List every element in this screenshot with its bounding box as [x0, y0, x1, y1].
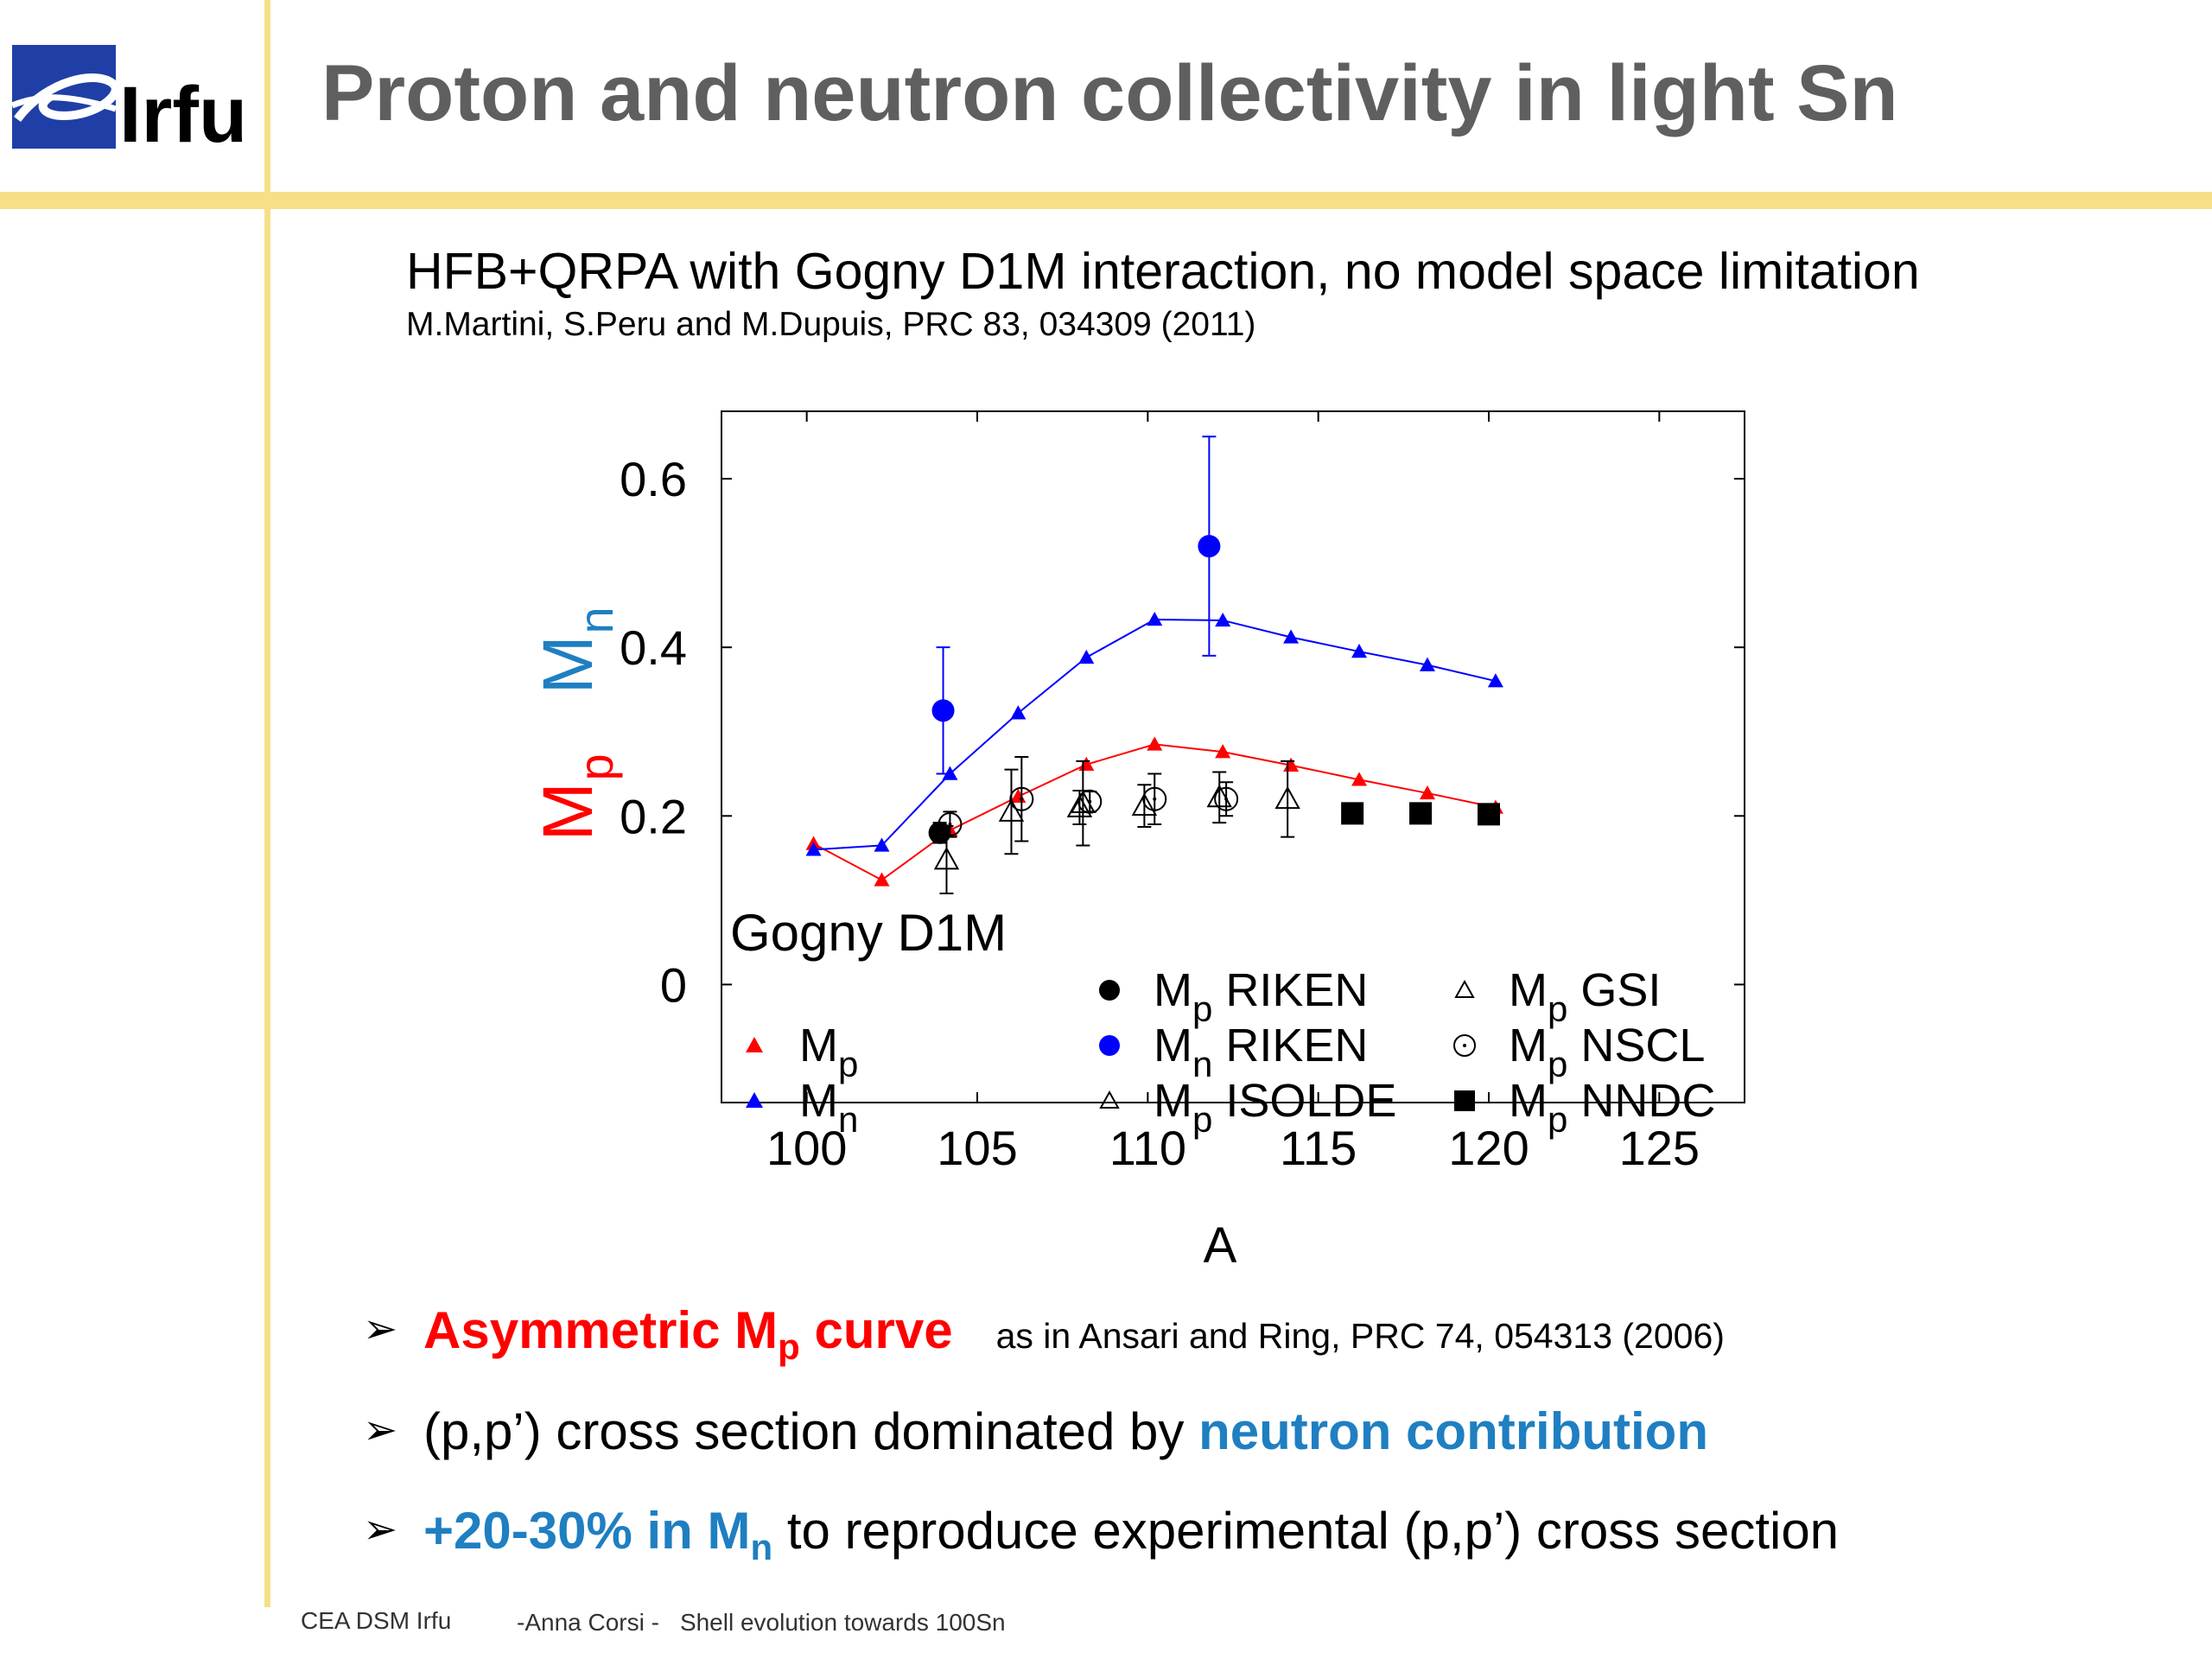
page-title: Proton and neutron collectivity in light…: [321, 49, 1898, 137]
theory-point-0: [1419, 785, 1435, 800]
logo-text: Irfu: [119, 71, 247, 152]
y-axis-label-subscript: n: [569, 607, 623, 633]
plot-frame: [721, 410, 1745, 1103]
legend-symbol: [1099, 980, 1120, 1001]
data-point-5: [1066, 794, 1093, 817]
theory-point-1: [1010, 705, 1027, 720]
x-tick-label: 115: [1280, 1121, 1357, 1175]
theory-point-1: [874, 837, 890, 852]
footer-talk-title: Shell evolution towards 100Sn: [679, 1609, 1006, 1636]
theory-point-1: [1283, 629, 1300, 644]
data-point-3: [1198, 535, 1221, 558]
bullet-emphasis: Asymmetric M: [423, 1301, 779, 1359]
bullet-subscript: p: [778, 1326, 800, 1367]
bullet-arrow-icon: ➢: [363, 1507, 398, 1553]
legend-label: Mp ISOLDE: [1154, 1075, 1396, 1140]
x-tick-label: 100: [766, 1121, 847, 1175]
irfu-logo: Irfu: [12, 45, 247, 152]
legend-label: Mp: [799, 1020, 858, 1084]
theory-point-1: [1078, 649, 1095, 664]
bullet-text: (p,p’) cross section dominated by: [423, 1402, 1199, 1460]
bullet-subscript: n: [750, 1527, 773, 1567]
data-point-3: [931, 699, 955, 722]
theory-point-1: [805, 842, 822, 856]
data-point-2: [928, 821, 951, 844]
y-tick-label: 0: [660, 957, 687, 1012]
bullet-arrow-icon: ➢: [363, 1306, 398, 1352]
legend-label: Mp GSI: [1509, 964, 1661, 1029]
data-point-6: [1009, 786, 1034, 811]
legend-symbol: [1454, 1090, 1475, 1111]
data-point-6: [1077, 789, 1103, 814]
vertical-accent-line: [264, 0, 270, 1607]
legend-label: Mn: [799, 1075, 858, 1140]
theory-point-1: [1419, 657, 1435, 671]
theory-point-0: [1215, 744, 1231, 759]
legend-label: Mp RIKEN: [1154, 964, 1368, 1029]
data-point-6-center: [1020, 797, 1024, 801]
data-point-4: [1206, 784, 1232, 808]
data-point-4: [1131, 792, 1158, 816]
legend-symbol: [1099, 1090, 1120, 1109]
footer-org: CEA DSM Irfu: [301, 1607, 452, 1634]
y-tick-label: 0.6: [620, 452, 687, 506]
footer-author: -Anna Corsi -: [517, 1609, 659, 1636]
legend-title: Gogny D1M: [730, 904, 1007, 962]
theory-point-1: [1147, 611, 1163, 626]
y-axis-label-subscript: p: [569, 753, 623, 780]
legend-symbol: [746, 1092, 763, 1108]
y-tick-label: 0.2: [620, 789, 687, 843]
legend-symbol-center: [1463, 1044, 1466, 1047]
bullet-mn-increase: ➢ +20-30% in Mn to reproduce experimental…: [363, 1501, 1839, 1568]
y-axis-label-part: M: [529, 782, 607, 841]
data-point-4: [933, 846, 960, 870]
subtitle: HFB+QRPA with Gogny D1M interaction, no …: [406, 243, 1920, 300]
theory-point-0: [1147, 736, 1163, 751]
data-point-6-center: [1224, 797, 1229, 801]
bullet-text: to reproduce experimental (p,p’) cross s…: [772, 1502, 1840, 1560]
data-point-6: [1214, 786, 1239, 811]
theory-point-1: [1215, 612, 1231, 627]
bullet-arrow-icon: ➢: [363, 1408, 398, 1453]
data-point-4: [998, 798, 1025, 822]
bullet-asymmetric: ➢ Asymmetric Mp curve as in Ansari and Ri…: [363, 1300, 1725, 1368]
data-point-7: [1409, 802, 1433, 825]
legend-symbol: [746, 1037, 763, 1052]
data-point-6: [1142, 786, 1167, 811]
data-point-6-center: [1153, 797, 1157, 801]
x-axis-label: A: [1204, 1217, 1237, 1274]
y-tick-label: 0.4: [620, 620, 687, 675]
footer-talk: -Anna Corsi - Shell evolution towards 100…: [517, 1609, 1027, 1637]
legend-symbol: [1453, 1034, 1476, 1057]
bullet-emphasis-tail: curve: [799, 1301, 953, 1359]
data-point-7: [1341, 802, 1364, 825]
legend-symbol: [1454, 979, 1475, 998]
legend-label: Mp NSCL: [1509, 1020, 1705, 1084]
data-point-6: [938, 812, 963, 837]
legend-label: Mn RIKEN: [1154, 1020, 1368, 1084]
data-point-4: [1274, 785, 1300, 810]
data-point-6-center: [1088, 799, 1092, 804]
reference-citation: M.Martini, S.Peru and M.Dupuis, PRC 83, …: [406, 306, 1256, 343]
x-tick-label: 120: [1448, 1121, 1529, 1175]
legend-label: Mp NNDC: [1509, 1075, 1715, 1140]
x-tick-label: 110: [1109, 1121, 1186, 1175]
theory-point-0: [874, 872, 890, 887]
bullet-cross-section: ➢ (p,p’) cross section dominated by neutr…: [363, 1402, 1708, 1461]
theory-point-0: [1351, 772, 1368, 786]
bullet-emphasis: neutron contribution: [1198, 1402, 1708, 1460]
horizontal-accent-line: [0, 192, 2212, 209]
theory-point-1: [1351, 644, 1368, 658]
data-point-7: [1478, 803, 1500, 826]
legend-symbol: [1099, 1035, 1120, 1056]
theory-point-1: [1487, 673, 1503, 688]
bullet-reference: as in Ansari and Ring, PRC 74, 054313 (2…: [995, 1316, 1725, 1356]
x-tick-label: 125: [1619, 1121, 1700, 1175]
x-tick-label: 105: [937, 1121, 1017, 1175]
data-point-6-center: [948, 823, 952, 827]
y-axis-label-part: M: [529, 635, 607, 694]
bullet-emphasis: +20-30% in M: [423, 1502, 751, 1560]
